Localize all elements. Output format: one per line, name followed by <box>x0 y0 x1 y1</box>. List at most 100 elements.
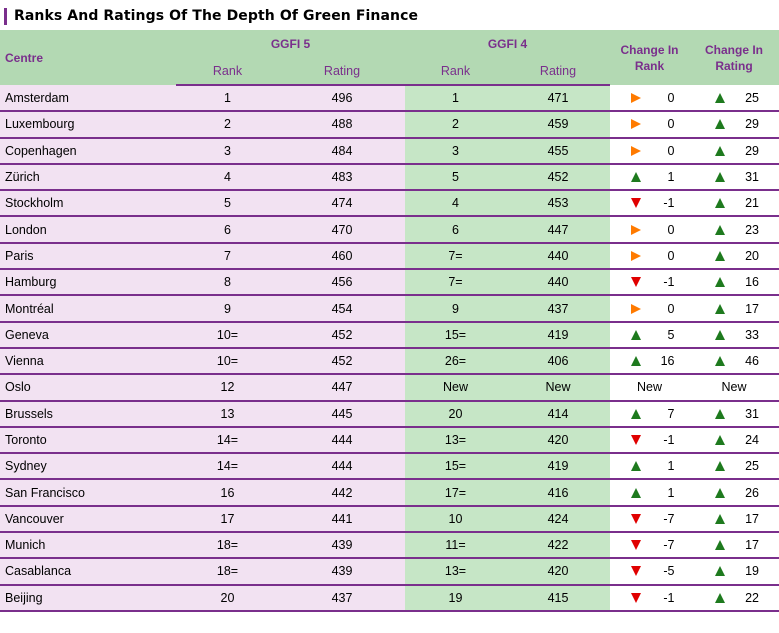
change-in-rating: 17 <box>689 505 779 534</box>
ggfi4-rank: 7= <box>405 242 506 271</box>
change-value: 17 <box>745 301 759 316</box>
triangle-down-icon <box>625 592 647 603</box>
change-value: 1 <box>667 459 675 474</box>
centre-name: Vancouver <box>0 505 176 534</box>
table-row: Luxembourg 2 488 2 459 0 29 <box>0 111 779 139</box>
ggfi4-rank: 15= <box>405 321 506 349</box>
triangle-up-icon <box>709 250 731 261</box>
change-in-rating: 21 <box>689 190 779 218</box>
ggfi5-rating: 456 <box>279 269 405 297</box>
ggfi4-rank: 17= <box>405 479 506 507</box>
table-row: Oslo 12 447 New New New New <box>0 374 779 402</box>
table-row: Zürich 4 483 5 452 1 31 <box>0 163 779 192</box>
triangle-up-icon <box>709 356 731 367</box>
ggfi5-rank: 2 <box>176 111 279 139</box>
ggfi4-rank: 26= <box>405 347 506 376</box>
header-ggfi5-rank: Rank <box>176 57 279 86</box>
change-value: 7 <box>667 406 675 421</box>
change-value: 46 <box>745 354 759 369</box>
change-in-rating: 17 <box>689 295 779 323</box>
change-value: 23 <box>745 222 759 237</box>
change-in-rating: 16 <box>689 269 779 297</box>
centre-name: Brussels <box>0 400 176 428</box>
triangle-up-icon <box>709 198 731 209</box>
table-row: Amsterdam 1 496 1 471 0 25 <box>0 85 779 113</box>
header-row-top: Centre GGFI 5 GGFI 4 Change In Rank Chan… <box>0 30 779 85</box>
change-value: 33 <box>745 327 759 342</box>
change-in-rank: -5 <box>610 558 689 586</box>
ggfi5-rating: 483 <box>279 163 405 192</box>
change-value: 19 <box>745 564 759 579</box>
ggfi4-rank: 1 <box>405 85 506 113</box>
triangle-up-icon <box>709 224 731 235</box>
ggfi5-rating: 488 <box>279 111 405 139</box>
triangle-up-icon <box>709 461 731 472</box>
change-in-rank: 0 <box>610 111 689 139</box>
change-in-rating: 20 <box>689 242 779 271</box>
ggfi5-rating: 470 <box>279 216 405 244</box>
ggfi4-rank: 13= <box>405 558 506 586</box>
change-in-rating: 22 <box>689 584 779 612</box>
triangle-down-icon <box>625 540 647 551</box>
ggfi5-rank: 12 <box>176 374 279 402</box>
change-value: 31 <box>745 406 759 421</box>
ggfi5-rating: 474 <box>279 190 405 218</box>
table-row: Vancouver 17 441 10 424 -7 17 <box>0 505 779 534</box>
change-value: 31 <box>745 170 759 185</box>
triangle-up-icon <box>709 145 731 156</box>
triangle-down-icon <box>625 277 647 288</box>
ggfi5-rank: 14= <box>176 453 279 481</box>
ggfi4-rating: 419 <box>506 453 610 481</box>
ggfi4-rank: 3 <box>405 137 506 165</box>
change-in-rating: 31 <box>689 163 779 192</box>
ggfi5-rating: 437 <box>279 584 405 612</box>
ggfi5-rank: 1 <box>176 85 279 113</box>
change-in-rating: 24 <box>689 426 779 455</box>
ggfi4-rating: 416 <box>506 479 610 507</box>
triangle-right-icon <box>625 145 647 156</box>
triangle-up-icon <box>709 119 731 130</box>
change-in-rank: 1 <box>610 163 689 192</box>
centre-name: Luxembourg <box>0 111 176 139</box>
ggfi5-rank: 10= <box>176 321 279 349</box>
centre-name: Oslo <box>0 374 176 402</box>
ggfi5-rating: 454 <box>279 295 405 323</box>
page-title: Ranks And Ratings Of The Depth Of Green … <box>14 8 419 24</box>
centre-name: Casablanca <box>0 558 176 586</box>
change-value: -1 <box>663 590 675 605</box>
table-row: Munich 18= 439 11= 422 -7 17 <box>0 532 779 560</box>
change-value: 25 <box>745 459 759 474</box>
change-in-rank: 0 <box>610 242 689 271</box>
change-in-rating: 29 <box>689 111 779 139</box>
ggfi4-rating: 419 <box>506 321 610 349</box>
ggfi5-rating: 460 <box>279 242 405 271</box>
change-value: -5 <box>663 564 675 579</box>
ratings-table-container: Centre GGFI 5 GGFI 4 Change In Rank Chan… <box>0 30 779 612</box>
centre-name: Amsterdam <box>0 85 176 113</box>
table-row: Vienna 10= 452 26= 406 16 46 <box>0 347 779 376</box>
triangle-up-icon <box>709 566 731 577</box>
change-in-rank: 0 <box>610 295 689 323</box>
change-in-rating: 25 <box>689 453 779 481</box>
change-value: 20 <box>745 248 759 263</box>
ggfi4-rating: 440 <box>506 242 610 271</box>
header-ggfi5: GGFI 5 <box>176 30 405 57</box>
ggfi4-rating: 422 <box>506 532 610 560</box>
ggfi4-rank: 2 <box>405 111 506 139</box>
change-in-rating: 23 <box>689 216 779 244</box>
centre-name: Zürich <box>0 163 176 192</box>
table-row: Hamburg 8 456 7= 440 -1 16 <box>0 269 779 297</box>
change-value: 0 <box>667 143 675 158</box>
ggfi5-rank: 18= <box>176 558 279 586</box>
ggfi5-rating: 444 <box>279 453 405 481</box>
header-ggfi5-rating: Rating <box>279 57 405 86</box>
change-value: -1 <box>663 275 675 290</box>
ggfi5-rating: 439 <box>279 532 405 560</box>
ggfi4-rank: 9 <box>405 295 506 323</box>
triangle-up-icon <box>625 408 647 419</box>
ggfi5-rank: 6 <box>176 216 279 244</box>
ratings-table: Centre GGFI 5 GGFI 4 Change In Rank Chan… <box>0 30 779 612</box>
change-value: 5 <box>667 327 675 342</box>
ggfi5-rank: 7 <box>176 242 279 271</box>
change-in-rank: New <box>610 374 689 402</box>
